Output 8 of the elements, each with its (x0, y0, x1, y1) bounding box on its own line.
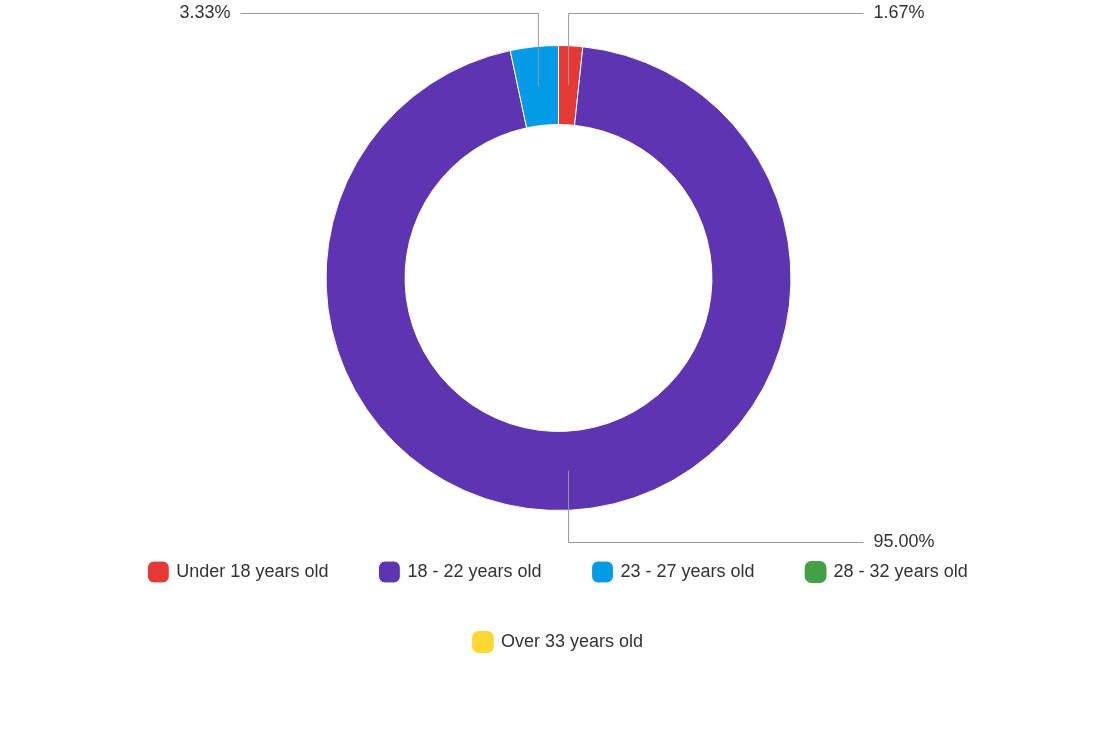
legend-label: Under 18 years old (176, 560, 329, 581)
data-label: 1.67% (873, 2, 925, 23)
data-label: 95.00% (873, 531, 935, 552)
legend-label: 23 - 27 years old (620, 560, 755, 581)
legend-label: 28 - 32 years old (833, 560, 968, 581)
legend-label: Over 33 years old (500, 630, 644, 651)
legend-label: 18 - 22 years old (407, 560, 542, 581)
data-label: 3.33% (179, 2, 231, 23)
